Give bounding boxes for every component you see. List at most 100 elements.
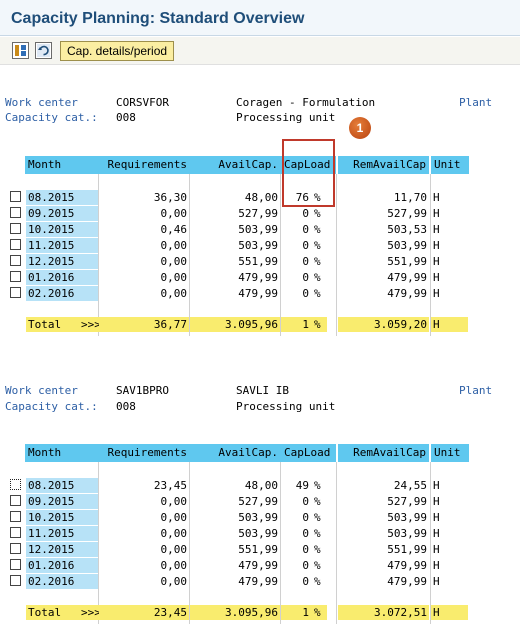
row-select-checkbox[interactable] [10, 559, 21, 570]
month-cell[interactable]: 09.2015 [26, 206, 98, 221]
capload-cell: 0 [302, 223, 309, 236]
column-header-month[interactable]: Month [25, 444, 99, 462]
column-header-availcap[interactable]: AvailCap. [190, 444, 281, 462]
column-header-remavailcap[interactable]: RemAvailCap [338, 156, 429, 174]
month-cell[interactable]: 01.2016 [26, 558, 98, 573]
column-header-month[interactable]: Month [25, 156, 99, 174]
row-select-checkbox[interactable] [10, 287, 21, 298]
unit-cell: H [433, 255, 440, 268]
column-divider [280, 462, 281, 624]
capacity-category-description: Processing unit [236, 111, 336, 124]
remavailcap-cell: 479,99 [387, 271, 427, 284]
column-header-unit[interactable]: Unit [431, 156, 469, 174]
capload-cell: 0 [302, 207, 309, 220]
remavailcap-cell: 551,99 [387, 255, 427, 268]
capload-cell: 0 [302, 255, 309, 268]
unit-cell: H [433, 191, 440, 204]
requirements-cell: 0,00 [160, 239, 188, 252]
percent-sign: % [314, 575, 321, 588]
percent-sign: % [314, 479, 321, 492]
column-header-remavailcap[interactable]: RemAvailCap [338, 444, 429, 462]
month-cell[interactable]: 12.2015 [26, 254, 98, 269]
availcap-cell: 503,99 [238, 239, 278, 252]
refresh-icon[interactable] [35, 42, 52, 59]
row-select-checkbox[interactable] [10, 479, 21, 490]
percent-sign: % [314, 527, 321, 540]
remavailcap-cell: 479,99 [387, 287, 427, 300]
plant-link[interactable]: Plant [459, 384, 493, 397]
unit-cell: H [433, 527, 440, 540]
callout-badge: 1 [349, 117, 371, 139]
remavailcap-cell: 503,99 [387, 239, 427, 252]
column-header-availcap[interactable]: AvailCap. [190, 156, 281, 174]
capload-cell: 0 [302, 559, 309, 572]
row-select-checkbox[interactable] [10, 255, 21, 266]
unit-cell: H [433, 287, 440, 300]
capload-highlight-box [282, 139, 335, 207]
total-arrows: >>> [81, 318, 101, 331]
column-header-unit[interactable]: Unit [431, 444, 469, 462]
unit-cell: H [433, 223, 440, 236]
total-remavailcap: 3.072,51 [338, 605, 429, 620]
availcap-cell: 479,99 [238, 559, 278, 572]
row-select-checkbox[interactable] [10, 223, 21, 234]
row-select-checkbox[interactable] [10, 575, 21, 586]
remavailcap-cell: 11,70 [393, 191, 427, 204]
month-cell[interactable]: 02.2016 [26, 286, 98, 301]
percent-sign: % [314, 207, 321, 220]
unit-cell: H [433, 543, 440, 556]
percent-sign: % [314, 511, 321, 524]
percent-sign: % [314, 606, 321, 619]
remavailcap-cell: 479,99 [387, 559, 427, 572]
remavailcap-cell: 527,99 [387, 207, 427, 220]
requirements-cell: 0,00 [160, 271, 188, 284]
month-cell[interactable]: 08.2015 [26, 478, 98, 493]
column-header-capload[interactable]: CapLoad [281, 156, 336, 174]
month-cell[interactable]: 01.2016 [26, 270, 98, 285]
row-select-checkbox[interactable] [10, 239, 21, 250]
capload-cell: 0 [302, 495, 309, 508]
work-center-label: Work center [5, 96, 78, 109]
requirements-cell: 0,00 [160, 511, 188, 524]
work-center-label: Work center [5, 384, 78, 397]
row-select-checkbox[interactable] [10, 527, 21, 538]
row-select-checkbox[interactable] [10, 543, 21, 554]
total-requirements: 36,77 [99, 317, 189, 332]
month-cell[interactable]: 11.2015 [26, 526, 98, 541]
month-cell[interactable]: 10.2015 [26, 510, 98, 525]
total-arrows: >>> [81, 606, 101, 619]
capload-cell: 0 [302, 575, 309, 588]
unit-cell: H [433, 271, 440, 284]
row-select-checkbox[interactable] [10, 495, 21, 506]
month-cell[interactable]: 11.2015 [26, 238, 98, 253]
month-cell[interactable]: 12.2015 [26, 542, 98, 557]
plant-link[interactable]: Plant [459, 96, 493, 109]
layout-icon[interactable] [12, 42, 29, 59]
column-divider [280, 174, 281, 336]
column-header-requirements[interactable]: Requirements [99, 156, 190, 174]
row-select-checkbox[interactable] [10, 271, 21, 282]
row-select-checkbox[interactable] [10, 511, 21, 522]
unit-cell: H [433, 511, 440, 524]
row-select-checkbox[interactable] [10, 191, 21, 202]
page-title: Capacity Planning: Standard Overview [11, 10, 305, 27]
unit-cell: H [433, 495, 440, 508]
unit-cell: H [433, 207, 440, 220]
capload-cell: 0 [302, 239, 309, 252]
cap-details-period-button[interactable]: Cap. details/period [60, 41, 175, 61]
month-cell[interactable]: 09.2015 [26, 494, 98, 509]
capacity-table-1: Month Requirements AvailCap. CapLoad Rem… [10, 156, 470, 336]
row-select-checkbox[interactable] [10, 207, 21, 218]
month-cell[interactable]: 10.2015 [26, 222, 98, 237]
availcap-cell: 527,99 [238, 207, 278, 220]
capload-cell: 0 [302, 511, 309, 524]
month-cell[interactable]: 02.2016 [26, 574, 98, 589]
column-divider [98, 174, 99, 336]
column-header-capload[interactable]: CapLoad [281, 444, 336, 462]
capacity-category-description: Processing unit [236, 400, 336, 413]
column-divider [336, 462, 337, 624]
column-header-requirements[interactable]: Requirements [99, 444, 190, 462]
total-text: Total [28, 318, 62, 331]
capload-cell: 0 [302, 543, 309, 556]
month-cell[interactable]: 08.2015 [26, 190, 98, 205]
